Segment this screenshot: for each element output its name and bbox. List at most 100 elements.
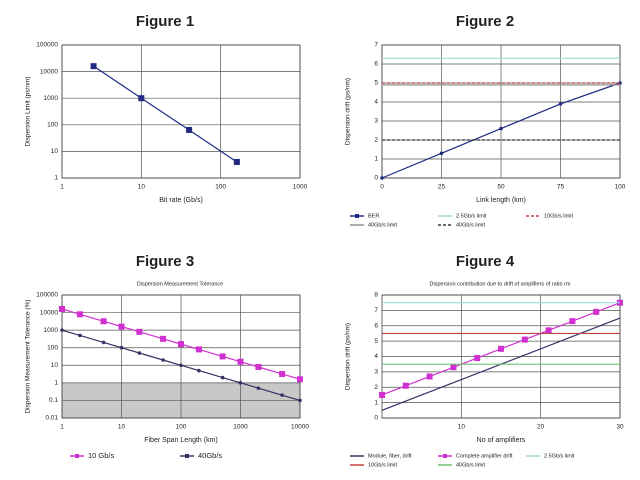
x-tick-label: 1: [60, 424, 64, 431]
chart-title: Figure 4: [456, 253, 515, 270]
chart-title: Figure 2: [456, 13, 514, 30]
chart-title: Figure 1: [136, 13, 194, 30]
legend-marker: [443, 454, 447, 458]
legend-label: 10Gb/s limit: [368, 462, 398, 468]
point: [545, 327, 552, 334]
y-tick-label: 5: [374, 80, 378, 87]
y-tick-label: 0.01: [45, 415, 58, 422]
legend-label: 40Gb/s limit: [368, 222, 398, 228]
plot-frame: [381, 44, 621, 179]
x-tick-label: 1: [60, 184, 64, 191]
point: [220, 375, 225, 380]
legend-label: 2.5Gb/s limit: [456, 213, 487, 219]
y-tick-label: 1000: [44, 95, 59, 102]
point: [379, 391, 385, 398]
legend-label: 40Gb/s limit: [456, 222, 486, 228]
point: [179, 363, 183, 368]
legend-label: 10 Gb/s: [88, 451, 115, 460]
point: [136, 328, 143, 335]
y-tick-label: 3: [374, 118, 378, 125]
point: [256, 386, 261, 390]
point: [499, 126, 503, 131]
y-tick-label: 1: [54, 175, 58, 182]
y-tick-label: 0: [374, 175, 378, 182]
point: [137, 351, 142, 355]
y-tick-label: 2: [374, 137, 378, 144]
x-tick-label: 1000: [233, 424, 248, 431]
point: [298, 398, 302, 403]
x-tick-label: 25: [438, 184, 446, 191]
point: [255, 363, 262, 370]
x-axis-label: Bit rate (Gb/s): [159, 197, 203, 204]
point: [558, 102, 563, 106]
point: [197, 368, 201, 373]
y-tick-label: 6: [374, 61, 378, 68]
x-tick-label: 10: [458, 424, 466, 431]
point: [402, 382, 409, 389]
legend-marker: [185, 454, 189, 458]
y-tick-label: 8: [374, 292, 378, 299]
point: [237, 358, 244, 365]
point: [380, 176, 384, 180]
y-tick-label: 4: [374, 353, 378, 360]
x-axis-label: Link length (km): [476, 197, 526, 204]
y-tick-label: 5: [374, 338, 378, 345]
plot-frame: [381, 294, 621, 419]
point: [101, 340, 106, 345]
point: [297, 376, 303, 383]
legend-label: 2.5Gb/s limit: [544, 453, 575, 459]
chart-title: Figure 3: [136, 253, 194, 270]
point: [569, 318, 576, 325]
y-tick-label: 3: [374, 369, 378, 376]
plot-frame: [61, 294, 301, 419]
chart-subtitle: Dispersion Measurement Tolerance: [137, 281, 223, 287]
point: [118, 323, 125, 330]
x-tick-label: 100: [215, 184, 226, 191]
x-tick-label: 50: [497, 184, 505, 191]
plot-frame: [61, 44, 301, 179]
point: [233, 158, 240, 165]
point: [119, 345, 124, 350]
chart-subtitle: Dispersion contribution due to drift of …: [430, 281, 571, 287]
point: [280, 393, 284, 397]
x-tick-label: 20: [537, 424, 545, 431]
x-tick-label: 10: [138, 184, 146, 191]
x-tick-label: 75: [557, 184, 565, 191]
point: [186, 126, 193, 133]
legend-marker: [75, 454, 79, 458]
point: [76, 311, 83, 318]
x-axis-label: Fiber Span Length (km): [144, 437, 218, 444]
legend-label: Module, fiber, drift: [368, 453, 412, 459]
y-axis-label: Dispersion Limit (ps/nm): [25, 76, 32, 146]
point: [474, 355, 481, 362]
y-tick-label: 0.1: [49, 397, 58, 404]
x-tick-label: 30: [616, 424, 624, 431]
point: [498, 345, 504, 352]
point: [59, 305, 65, 312]
legend-label: 40Gb/s: [198, 451, 222, 460]
legend-label: 40Gb/s limit: [456, 462, 486, 468]
x-tick-label: 1000: [293, 184, 308, 191]
y-axis-label: Dispersion drift (ps/nm): [345, 323, 352, 390]
point: [439, 151, 444, 156]
legend-label: BER: [368, 213, 379, 219]
x-tick-label: 0: [380, 184, 384, 191]
y-tick-label: 1000: [44, 327, 59, 334]
point: [238, 381, 243, 385]
y-tick-label: 10: [51, 362, 59, 369]
y-tick-label: 1: [54, 380, 58, 387]
point: [219, 353, 226, 360]
y-tick-label: 100000: [36, 292, 58, 299]
point: [521, 336, 528, 343]
point: [195, 346, 202, 353]
y-tick-label: 0: [374, 415, 378, 422]
legend-label: Complete amplifier drift: [456, 453, 513, 459]
x-tick-label: 10000: [291, 424, 309, 431]
point: [161, 358, 165, 362]
y-axis-label: Dispersion drift (ps/nm): [345, 78, 352, 145]
legend-marker: [355, 214, 359, 218]
point: [90, 63, 97, 70]
y-tick-label: 4: [374, 99, 378, 106]
y-tick-label: 6: [374, 322, 378, 329]
